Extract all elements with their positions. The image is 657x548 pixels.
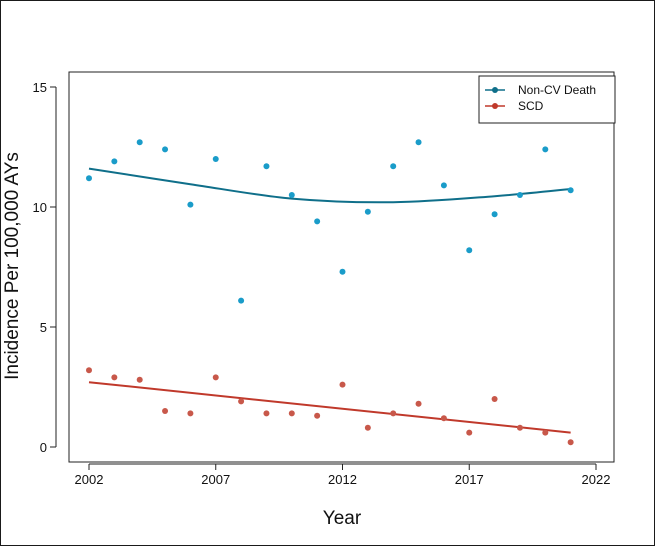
legend-box bbox=[478, 75, 616, 124]
data-point-scd bbox=[491, 396, 498, 402]
data-point-non-cv-death bbox=[390, 163, 397, 170]
data-point-non-cv-death bbox=[187, 201, 194, 208]
data-point-non-cv-death bbox=[162, 146, 169, 153]
data-point-non-cv-death bbox=[212, 156, 219, 162]
x-tick-label: 2012 bbox=[328, 472, 357, 487]
series-layer bbox=[86, 139, 574, 446]
trend-line-non-cv-death bbox=[88, 167, 571, 204]
data-point-scd bbox=[314, 412, 321, 419]
x-tick-label: 2007 bbox=[201, 472, 230, 487]
y-tick-label: 5 bbox=[40, 320, 47, 335]
data-point-non-cv-death bbox=[364, 208, 371, 215]
data-point-non-cv-death bbox=[314, 218, 321, 225]
data-point-scd bbox=[162, 408, 169, 414]
data-point-scd bbox=[415, 400, 422, 407]
x-axis-title: Year bbox=[323, 508, 362, 529]
data-point-non-cv-death bbox=[86, 175, 92, 182]
data-point-non-cv-death bbox=[339, 268, 346, 275]
data-point-scd bbox=[263, 410, 270, 417]
data-point-scd bbox=[136, 376, 143, 383]
data-point-scd bbox=[440, 415, 447, 422]
data-point-scd bbox=[516, 424, 523, 431]
data-point-non-cv-death bbox=[238, 297, 245, 304]
y-tick-label: 0 bbox=[40, 440, 47, 455]
data-point-non-cv-death bbox=[263, 163, 270, 170]
y-tick-label: 10 bbox=[33, 200, 47, 215]
series-non-cv-death bbox=[86, 139, 574, 304]
trend-line-scd bbox=[88, 381, 571, 434]
data-point-scd bbox=[111, 374, 118, 381]
data-point-scd bbox=[212, 374, 219, 381]
data-point-non-cv-death bbox=[567, 187, 574, 194]
plot-area-border bbox=[68, 71, 615, 463]
y-axis: 0 5 10 15 bbox=[33, 80, 57, 455]
data-point-non-cv-death bbox=[440, 182, 447, 189]
data-point-scd bbox=[567, 439, 574, 446]
y-tick-label: 15 bbox=[33, 80, 47, 95]
data-point-non-cv-death bbox=[466, 247, 473, 254]
x-axis: 2002 2007 2012 2017 2022 bbox=[75, 463, 611, 487]
data-point-non-cv-death bbox=[288, 192, 295, 198]
y-axis-title: Incidence Per 100,000 AYs bbox=[2, 152, 23, 380]
data-point-non-cv-death bbox=[111, 158, 118, 165]
data-point-non-cv-death bbox=[136, 139, 143, 146]
legend-label-non-cv-death: Non-CV Death bbox=[518, 83, 596, 97]
data-point-scd bbox=[364, 424, 371, 431]
data-point-non-cv-death bbox=[491, 211, 498, 218]
data-point-non-cv-death bbox=[516, 192, 523, 198]
data-point-scd bbox=[187, 410, 194, 417]
data-point-scd bbox=[466, 429, 473, 436]
data-point-non-cv-death bbox=[542, 146, 549, 153]
data-point-scd bbox=[288, 410, 295, 417]
legend-marker-non-cv-death bbox=[492, 87, 498, 93]
data-point-scd bbox=[339, 381, 346, 388]
data-point-scd bbox=[390, 410, 397, 417]
legend: Non-CV Death SCD bbox=[478, 75, 616, 124]
data-point-scd bbox=[238, 398, 245, 405]
legend-marker-scd bbox=[492, 103, 498, 109]
x-tick-label: 2017 bbox=[455, 472, 484, 487]
data-point-scd bbox=[542, 429, 549, 436]
data-point-non-cv-death bbox=[415, 139, 422, 146]
x-tick-label: 2022 bbox=[582, 472, 611, 487]
x-tick-label: 2002 bbox=[75, 472, 104, 487]
legend-label-scd: SCD bbox=[518, 99, 544, 113]
data-point-scd bbox=[86, 367, 92, 374]
series-scd bbox=[86, 367, 574, 446]
